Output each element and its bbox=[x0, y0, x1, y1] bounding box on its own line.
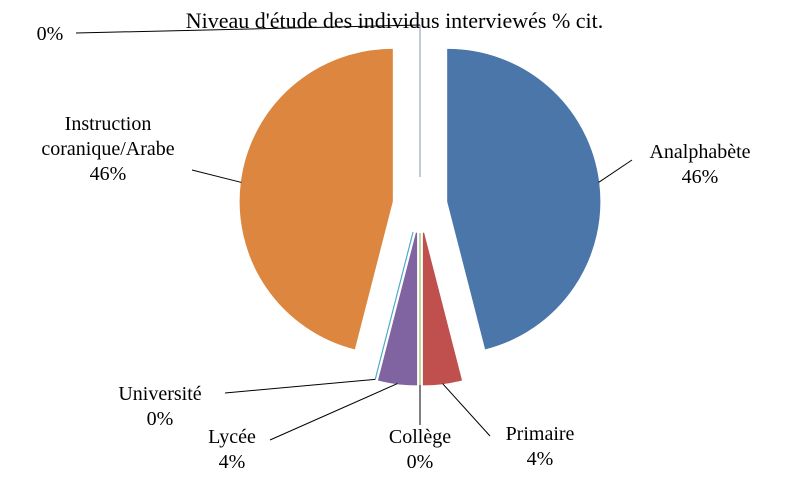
pie-slice bbox=[377, 232, 418, 386]
slice-value: 0% bbox=[406, 451, 434, 473]
leader-line bbox=[269, 383, 398, 441]
slice-value: 46% bbox=[681, 166, 719, 188]
slice-name: Université bbox=[118, 383, 202, 405]
slice-value: 46% bbox=[89, 163, 127, 185]
slice-name: Primaire bbox=[505, 423, 575, 445]
slice-name: Collège bbox=[388, 426, 452, 448]
data-label: Lycée 4% bbox=[192, 425, 272, 475]
data-label: Instruction coranique/Arabe 46% bbox=[33, 112, 183, 187]
pie-slice bbox=[239, 48, 393, 350]
data-label: Collège 0% bbox=[360, 425, 480, 475]
leader-line bbox=[191, 169, 242, 183]
leader-line bbox=[224, 378, 376, 394]
pie-slice bbox=[447, 48, 601, 350]
slice-value: 0% bbox=[146, 408, 174, 430]
slice-name: Lycée bbox=[208, 426, 256, 448]
data-label: Primaire 4% bbox=[480, 422, 600, 472]
slice-value: 4% bbox=[218, 451, 246, 473]
leader-line bbox=[442, 383, 491, 437]
data-label: Analphabète 46% bbox=[620, 140, 780, 190]
slice-name: Analphabète bbox=[649, 141, 751, 163]
data-label: 0% bbox=[20, 22, 80, 47]
pie-slice bbox=[422, 232, 463, 386]
slice-name: Instruction coranique/Arabe bbox=[41, 113, 175, 160]
slice-value: 0% bbox=[36, 23, 64, 45]
slice-value: 4% bbox=[526, 448, 554, 470]
leader-line bbox=[75, 24, 421, 34]
pie-slice bbox=[374, 231, 414, 380]
chart-title: Niveau d'étude des individus interviewés… bbox=[185, 8, 604, 33]
leader-line bbox=[598, 159, 633, 183]
data-label: Université 0% bbox=[90, 382, 230, 432]
